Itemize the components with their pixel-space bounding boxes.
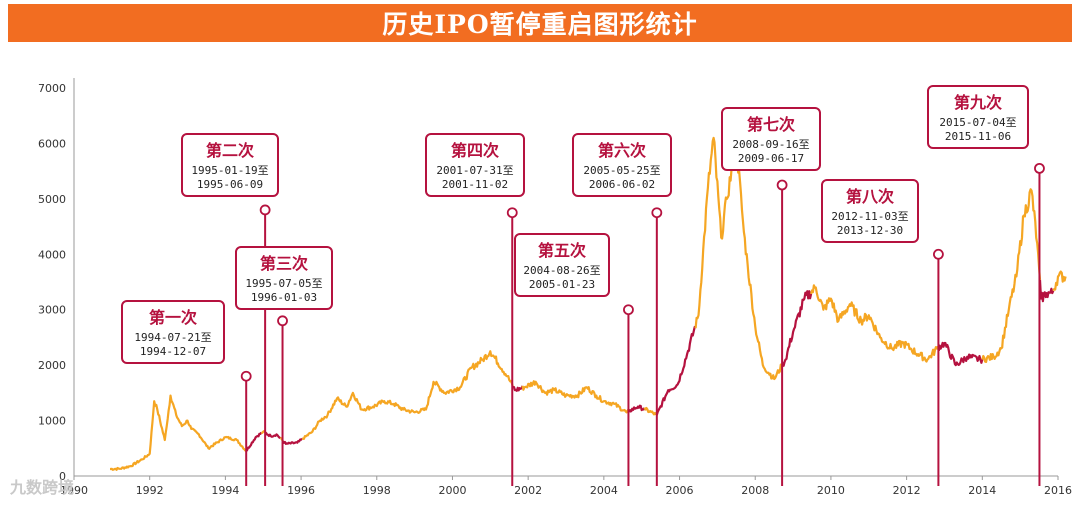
index-line-segment bbox=[109, 394, 247, 471]
paused-segment bbox=[628, 404, 646, 413]
pause-start-date: 2015-07-04至 bbox=[939, 116, 1016, 129]
x-tick-label: 2004 bbox=[590, 484, 618, 497]
index-line-segment bbox=[301, 350, 515, 440]
index-line-segment bbox=[694, 136, 784, 381]
pause-start-date: 2012-11-03至 bbox=[831, 210, 908, 223]
pause-title: 第六次 bbox=[598, 141, 646, 160]
pause-marker-dot bbox=[1034, 162, 1045, 174]
pause-label-box bbox=[927, 85, 1029, 149]
pause-label-box bbox=[235, 246, 333, 310]
index-line-segment bbox=[981, 188, 1042, 363]
pause-title: 第一次 bbox=[149, 308, 197, 327]
pause-start-date: 2001-07-31至 bbox=[436, 164, 513, 177]
pause-marker-dot bbox=[240, 370, 252, 382]
pause-marker-dot bbox=[277, 315, 288, 327]
pause-start-date: 2004-08-26至 bbox=[523, 264, 600, 277]
pause-end-date: 1996-01-03 bbox=[251, 291, 317, 304]
x-tick-label: 2008 bbox=[741, 484, 769, 497]
paused-segment bbox=[512, 385, 524, 392]
index-line-segment bbox=[810, 284, 940, 363]
pause-end-date: 2001-11-02 bbox=[442, 178, 508, 191]
pause-end-date: 1994-12-07 bbox=[140, 345, 206, 358]
pause-label-box bbox=[514, 233, 610, 297]
pause-title: 第九次 bbox=[954, 93, 1002, 112]
paused-segment bbox=[264, 431, 281, 440]
pause-marker-dot bbox=[933, 248, 944, 260]
x-tick-label: 1998 bbox=[363, 484, 391, 497]
pause-marker-dot bbox=[651, 207, 663, 219]
pause-end-date: 2009-06-17 bbox=[738, 152, 804, 165]
paused-segment bbox=[937, 341, 984, 367]
y-tick-label: 3000 bbox=[38, 304, 66, 317]
y-tick-label: 0 bbox=[59, 470, 66, 483]
pause-title: 第四次 bbox=[451, 141, 499, 160]
pause-label-box bbox=[181, 133, 279, 197]
x-tick-label: 2002 bbox=[514, 484, 542, 497]
pause-end-date: 2006-06-02 bbox=[589, 178, 655, 191]
pause-start-date: 2005-05-25至 bbox=[583, 164, 660, 177]
y-tick-label: 5000 bbox=[38, 193, 66, 206]
pause-title: 第七次 bbox=[747, 115, 795, 134]
pause-label-box bbox=[821, 179, 919, 243]
pause-marker-dot bbox=[506, 207, 518, 219]
pause-end-date: 2005-01-23 bbox=[529, 278, 595, 291]
y-tick-label: 4000 bbox=[38, 248, 66, 261]
y-tick-label: 7000 bbox=[38, 82, 66, 95]
x-tick-label: 1990 bbox=[60, 484, 88, 497]
pause-title: 第三次 bbox=[260, 254, 308, 273]
pause-label-box bbox=[572, 133, 672, 197]
paused-segment bbox=[1038, 279, 1055, 303]
x-tick-label: 2006 bbox=[666, 484, 694, 497]
index-line-segment bbox=[521, 380, 630, 414]
x-tick-label: 2012 bbox=[893, 484, 921, 497]
pause-marker-dot bbox=[259, 204, 271, 216]
index-line-segment bbox=[643, 406, 658, 416]
x-tick-label: 1994 bbox=[211, 484, 239, 497]
x-tick-label: 2000 bbox=[438, 484, 466, 497]
pause-label-box bbox=[721, 107, 821, 171]
pause-end-date: 2013-12-30 bbox=[837, 224, 903, 237]
pause-end-date: 1995-06-09 bbox=[197, 178, 263, 191]
pause-start-date: 1994-07-21至 bbox=[134, 331, 211, 344]
paused-segment bbox=[781, 290, 813, 367]
pause-title: 第二次 bbox=[206, 141, 254, 160]
pause-start-date: 1995-01-19至 bbox=[191, 164, 268, 177]
pause-label-box bbox=[121, 300, 225, 364]
y-tick-label: 6000 bbox=[38, 137, 66, 150]
y-tick-label: 1000 bbox=[38, 415, 66, 428]
x-tick-label: 2014 bbox=[968, 484, 996, 497]
pause-marker-dot bbox=[776, 179, 788, 191]
paused-segment bbox=[245, 431, 263, 452]
pause-end-date: 2015-11-06 bbox=[945, 130, 1011, 143]
title-banner: 历史IPO暂停重启图形统计 bbox=[8, 4, 1072, 42]
pause-start-date: 2008-09-16至 bbox=[732, 138, 809, 151]
pause-label-box bbox=[425, 133, 525, 197]
x-tick-label: 2010 bbox=[817, 484, 845, 497]
x-tick-label: 1992 bbox=[136, 484, 164, 497]
pause-marker-dot bbox=[623, 304, 634, 316]
index-line-segment bbox=[1052, 270, 1067, 292]
x-tick-label: 2016 bbox=[1044, 484, 1072, 497]
chart-title: 历史IPO暂停重启图形统计 bbox=[382, 10, 698, 39]
pause-title: 第八次 bbox=[846, 187, 894, 206]
x-tick-label: 1996 bbox=[287, 484, 315, 497]
paused-segment bbox=[655, 325, 697, 416]
y-tick-label: 2000 bbox=[38, 359, 66, 372]
paused-segment bbox=[282, 437, 303, 445]
pause-start-date: 1995-07-05至 bbox=[245, 277, 322, 290]
watermark: 九数跨境 bbox=[10, 478, 75, 497]
pause-title: 第五次 bbox=[538, 241, 586, 260]
